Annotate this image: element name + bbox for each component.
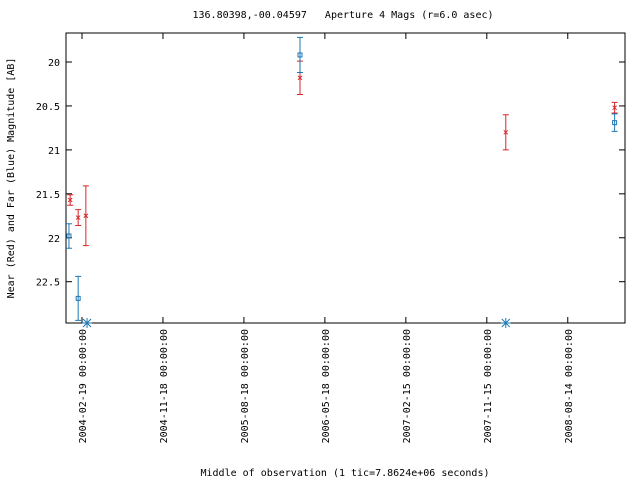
point bbox=[612, 120, 618, 126]
y-tick-label: 20 bbox=[48, 58, 60, 69]
x-tick-label: 2007-02-15 00:00:00 bbox=[402, 329, 413, 443]
chart-title: 136.80398,-00.04597 Aperture 4 Mags (r=6… bbox=[192, 10, 493, 21]
x-tick-label: 2006-05-18 00:00:00 bbox=[321, 329, 332, 443]
y-tick-label: 20.5 bbox=[36, 102, 60, 113]
error-bar bbox=[65, 223, 72, 249]
point bbox=[66, 233, 72, 239]
error-bar bbox=[75, 275, 82, 321]
error-bar bbox=[611, 113, 618, 132]
point bbox=[75, 295, 81, 301]
y-tick-label: 22 bbox=[48, 234, 60, 245]
x-tick-label: 2007-11-15 00:00:00 bbox=[483, 329, 494, 443]
point bbox=[503, 129, 509, 135]
x-tick-label: 2004-02-19 00:00:00 bbox=[78, 329, 89, 443]
point bbox=[612, 105, 617, 111]
point bbox=[83, 213, 89, 219]
point bbox=[67, 197, 73, 203]
x-tick-label: 2004-11-18 00:00:00 bbox=[159, 329, 170, 443]
plot-frame bbox=[65, 32, 626, 324]
y-tick-label: 22.5 bbox=[36, 278, 60, 289]
error-bar bbox=[296, 36, 303, 74]
point bbox=[82, 318, 93, 328]
point bbox=[297, 75, 303, 81]
y-tick-label: 21 bbox=[48, 146, 60, 157]
y-axis-label: Near (Red) and Far (Blue) Magnitude [AB] bbox=[6, 58, 17, 299]
point bbox=[297, 52, 303, 58]
y-tick-label: 21.5 bbox=[36, 190, 60, 201]
x-axis-label: Middle of observation (1 tic=7.8624e+06 … bbox=[201, 468, 490, 479]
point bbox=[75, 215, 81, 220]
point bbox=[500, 318, 511, 328]
x-tick-label: 2005-08-18 00:00:00 bbox=[240, 329, 251, 443]
x-tick-label: 2008-08-14 00:00:00 bbox=[564, 329, 575, 443]
